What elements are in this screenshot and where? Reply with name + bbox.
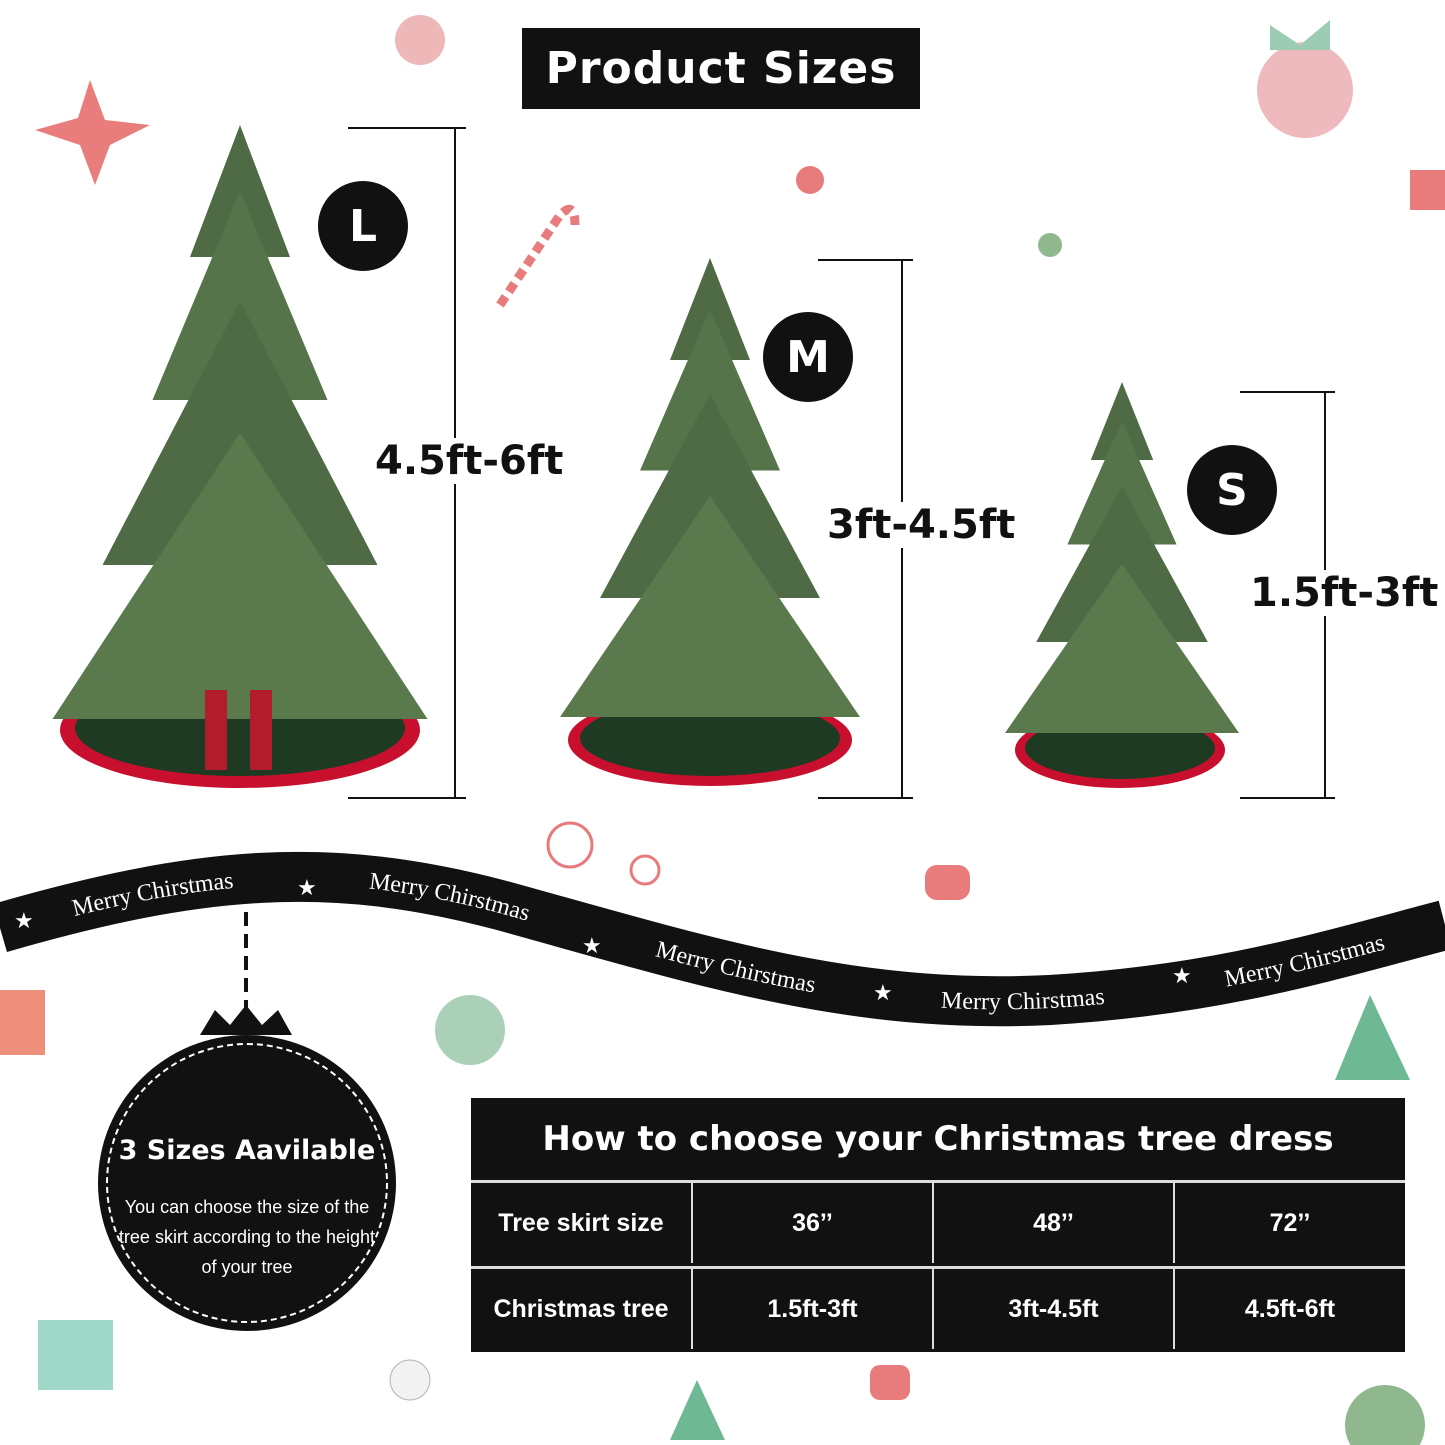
ornament-title: 3 Sizes Aavilable	[118, 1135, 376, 1166]
table-row: Tree skirt size 36’’ 48’’ 72’’	[471, 1180, 1405, 1263]
decoration-icons	[0, 15, 1445, 1445]
table-cell: 3ft-4.5ft	[932, 1269, 1173, 1349]
table-cell: 72’’	[1173, 1183, 1405, 1263]
star-icon: ★	[14, 908, 34, 933]
tree-small-image	[1005, 382, 1239, 788]
size-badge-m: M	[763, 312, 853, 402]
row-label: Tree skirt size	[498, 1208, 664, 1237]
table-cell: 1.5ft-3ft	[691, 1269, 932, 1349]
star-icon: ★	[1172, 963, 1192, 988]
ornament-text: You can choose the size of the tree skir…	[118, 1197, 376, 1277]
ribbon-text: Merry Chirstmas	[940, 984, 1105, 1015]
height-label-l: 4.5ft-6ft	[373, 438, 566, 484]
sizes-ornament: 3 Sizes Aavilable You can choose the siz…	[98, 1035, 396, 1331]
size-guide-table: How to choose your Christmas tree dress …	[471, 1098, 1405, 1352]
dimension-line	[348, 127, 466, 129]
row-label: Christmas tree	[493, 1294, 669, 1323]
table-cell: 48’’	[932, 1183, 1173, 1263]
pine-topper	[200, 1005, 292, 1035]
star-icon: ★	[873, 980, 893, 1005]
height-label-m: 3ft-4.5ft	[825, 502, 1018, 548]
dimension-line	[1240, 391, 1335, 393]
dimension-line	[1240, 797, 1335, 799]
size-badge-s: S	[1187, 445, 1277, 535]
star-icon: ★	[582, 933, 602, 958]
svg-text:Merry Chirstmas: Merry Chirstmas	[940, 984, 1105, 1015]
dimension-line	[818, 259, 913, 261]
page-title: Product Sizes	[522, 28, 920, 109]
size-badge-l: L	[318, 181, 408, 271]
star-icon: ★	[297, 875, 317, 900]
table-row: Christmas tree 1.5ft-3ft 3ft-4.5ft 4.5ft…	[471, 1266, 1405, 1349]
dimension-line	[818, 797, 913, 799]
table-title: How to choose your Christmas tree dress	[542, 1119, 1334, 1159]
tree-large-image	[52, 125, 428, 788]
merry-christmas-ribbon: Merry Chirstmas Merry Chirstmas Merry Ch…	[0, 851, 1445, 1027]
tree-medium-image	[560, 258, 860, 786]
table-cell: 4.5ft-6ft	[1173, 1269, 1405, 1349]
height-label-s: 1.5ft-3ft	[1248, 570, 1441, 616]
table-cell: 36’’	[691, 1183, 932, 1263]
dimension-line	[348, 797, 466, 799]
dashed-border	[106, 1043, 388, 1323]
